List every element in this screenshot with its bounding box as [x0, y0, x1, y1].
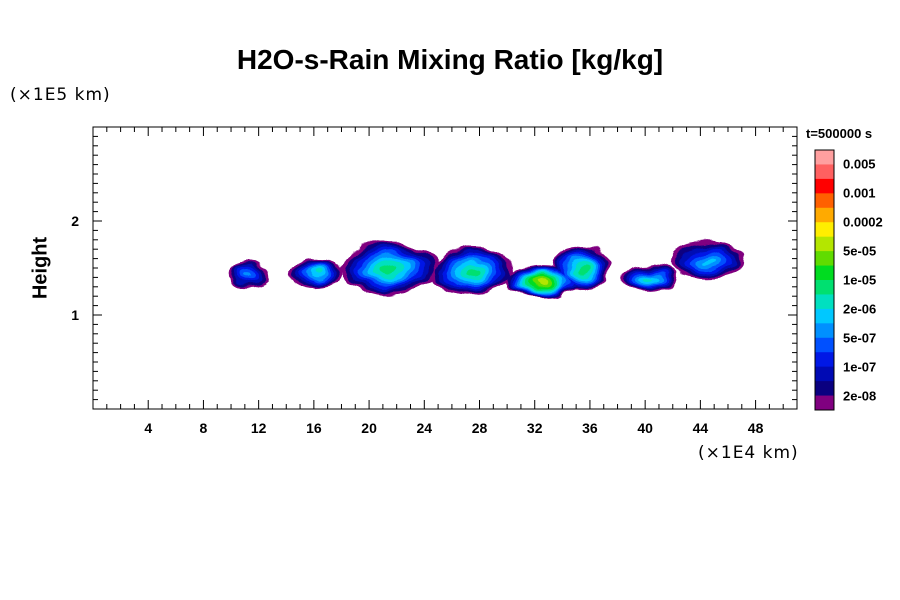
rain-field [229, 241, 746, 298]
x-tick-label: 12 [251, 420, 267, 436]
rain-contour [701, 257, 713, 264]
colorbar-swatch [815, 236, 834, 252]
y-tick-label: 1 [71, 307, 79, 323]
rain-contour [537, 278, 549, 284]
colorbar-swatch [815, 265, 834, 281]
rain-contour [466, 268, 479, 276]
colorbar-frame [814, 149, 835, 411]
x-tick-label: 20 [361, 420, 377, 436]
colorbar-time-label: t=500000 s [806, 126, 873, 141]
rain-contour [578, 264, 588, 272]
colorbar-label: 2e-08 [843, 388, 877, 404]
colorbar-label: 5e-05 [843, 243, 877, 259]
colorbar-label: 1e-05 [843, 272, 877, 288]
colorbar-swatch [815, 207, 834, 223]
colorbar-swatch [815, 337, 834, 353]
colorbar-swatch [815, 294, 834, 310]
x-tick-label: 44 [693, 420, 709, 436]
x-tick-label: 24 [417, 420, 433, 436]
colorbar-swatch [815, 222, 834, 238]
x-tick-label: 48 [748, 420, 764, 436]
colorbar-swatch [815, 178, 834, 194]
x-tick-label: 32 [527, 420, 543, 436]
colorbar-swatch [815, 280, 834, 295]
x-tick-label: 36 [582, 420, 598, 436]
y-tick-label: 2 [71, 213, 79, 229]
x-tick-label: 40 [637, 420, 653, 436]
x-tick-label: 16 [306, 420, 322, 436]
x-tick-label: 28 [472, 420, 488, 436]
rain-contour [312, 270, 321, 276]
colorbar-label: 0.001 [843, 185, 876, 201]
colorbar-swatch [815, 193, 834, 209]
colorbar-label: 1e-07 [843, 359, 877, 375]
colorbar-label: 5e-07 [843, 330, 877, 346]
x-tick-label: 4 [144, 420, 152, 436]
colorbar-swatch [815, 323, 834, 339]
colorbar-label: 2e-06 [843, 301, 877, 317]
colorbar-swatch [815, 366, 834, 382]
x-unit-label: (×1E4 km) [698, 443, 799, 463]
colorbar-swatch [815, 381, 834, 397]
rain-contour [382, 264, 398, 272]
colorbar-label: 0.0002 [843, 214, 883, 230]
rain-contour [246, 273, 252, 278]
colorbar-swatch [815, 352, 834, 368]
colorbar-swatch [815, 395, 834, 411]
colorbar-swatch [815, 308, 834, 324]
chart-title: H2O-s-Rain Mixing Ratio [kg/kg] [236, 44, 664, 75]
colorbar-swatch [815, 251, 834, 267]
rain-contour [645, 277, 654, 282]
colorbar [814, 149, 835, 411]
x-tick-label: 8 [200, 420, 208, 436]
colorbar-swatch [815, 150, 834, 165]
colorbar-swatch [815, 164, 834, 180]
y-unit-label: (×1E5 km) [10, 85, 111, 105]
colorbar-label: 0.005 [843, 156, 876, 172]
